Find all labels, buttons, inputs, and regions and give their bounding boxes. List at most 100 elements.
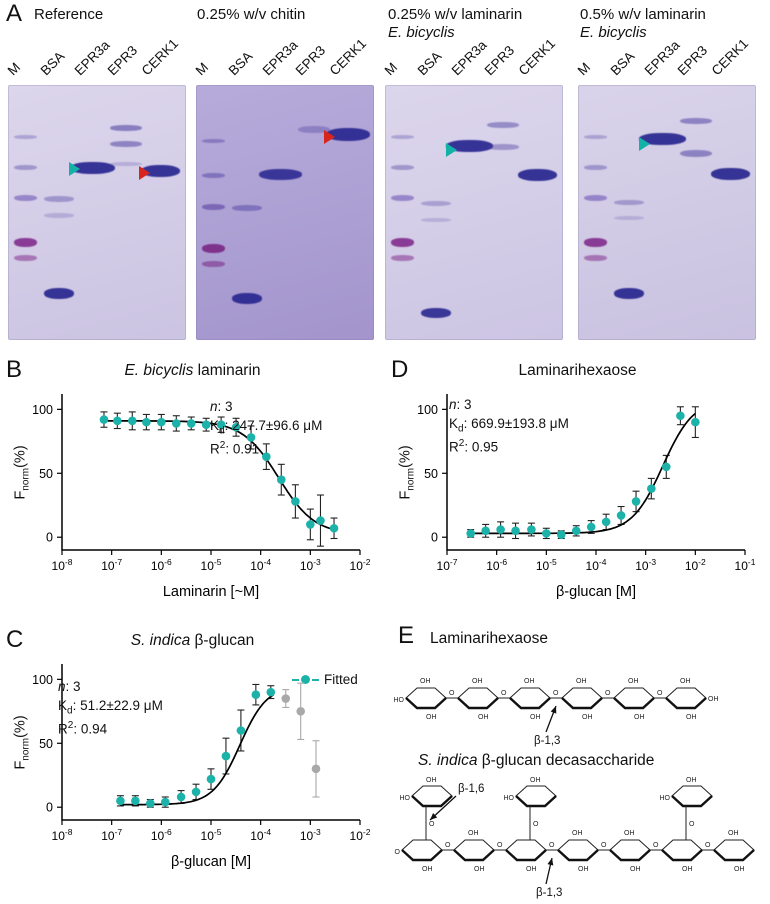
svg-text:Laminarin [~M]: Laminarin [~M] [163, 584, 259, 600]
stat-kd-sub: d [67, 705, 73, 717]
lane-label-m: M [574, 59, 594, 79]
gel-title-laminarin-025: 0.25% w/v laminarin E. bicyclis [388, 6, 522, 42]
svg-text:10-2: 10-2 [350, 827, 371, 843]
gel-band [446, 139, 493, 152]
svg-text:HO: HO [400, 795, 411, 802]
gel-band [202, 244, 226, 254]
gel-band [391, 165, 415, 171]
gel-band [231, 204, 262, 211]
gel-band [420, 217, 451, 222]
panel-d: D Laminarihexaose Fnorm(%) 10-7 10-6 10-5 1… [385, 356, 770, 624]
gel-image-2 [196, 85, 374, 340]
gel-band [584, 165, 608, 171]
legend-fitted-label: Fitted [324, 672, 358, 687]
svg-text:OH: OH [628, 678, 639, 685]
gel-band [110, 124, 143, 131]
svg-text:OH: OH [474, 866, 485, 873]
svg-text:10-8: 10-8 [52, 557, 73, 573]
svg-text:OH: OH [728, 830, 739, 837]
stat-n: n: 3 [210, 398, 322, 417]
lane-label-cerk1: CERK1 [708, 35, 752, 79]
svg-text:O: O [429, 821, 435, 828]
chart-c-plot-area: 10-8 10-7 10-6 10-5 10-4 10-3 10-2 0 50 100 β-gluc… [8, 652, 376, 875]
gel-band [202, 260, 226, 267]
gel-band [14, 165, 38, 171]
stat-kd: Kd: 51.2±22.9 μM [58, 697, 163, 719]
panel-b: B E. bicyclis laminarin Fnorm(%) 10-8 10-… [0, 356, 385, 624]
chart-d-plot-area: 10-7 10-6 10-5 10-4 10-3 10-2 10-1 0 50 100 β-gluc… [393, 382, 761, 605]
stat-r2-sup: 2 [67, 719, 74, 731]
gel-band [14, 238, 38, 247]
stat-n-label: n [449, 397, 457, 412]
gel-title-text: 0.5% w/v laminarin [580, 6, 706, 23]
gel-band [14, 194, 38, 201]
panel-c: C S. indica β-glucan Fitted Fnorm(%) 10-… [0, 626, 385, 894]
gel-band [14, 134, 38, 139]
lane-label-epr3a: EPR3a [259, 37, 301, 79]
svg-text:OH: OH [708, 696, 719, 703]
svg-text:OH: OH [420, 678, 431, 685]
svg-text:OH: OH [426, 714, 437, 721]
svg-text:HO: HO [394, 849, 401, 856]
chart-plot-B: 10-8 10-7 10-6 10-5 10-4 10-3 10-2 0 50 100 Lamina… [32, 394, 371, 600]
svg-text:10-4: 10-4 [250, 827, 271, 843]
stat-r2: R2: 0.95 [449, 437, 569, 457]
panel-b-label: B [6, 356, 23, 383]
gel-band [420, 201, 451, 207]
svg-text:50: 50 [39, 467, 53, 481]
gel-band [14, 254, 38, 261]
chart-plot-D: 10-7 10-6 10-5 10-4 10-3 10-2 10-1 0 50 100 β-gluc… [417, 394, 756, 600]
svg-text:10-2: 10-2 [350, 557, 371, 573]
svg-text:β-1,6: β-1,6 [458, 783, 484, 795]
svg-text:OH: OH [478, 714, 489, 721]
svg-text:β-glucan [M]: β-glucan [M] [556, 584, 636, 600]
svg-text:10-7: 10-7 [101, 827, 122, 843]
stat-n-value: : 3 [217, 399, 233, 414]
svg-text:O: O [553, 690, 559, 697]
deca-title-italic: S. indica [418, 752, 478, 769]
gel-band [259, 169, 302, 181]
chart-c-title: S. indica β-glucan [25, 632, 360, 650]
lane-label-epr3a: EPR3a [448, 37, 490, 79]
stat-kd-value: : 669.9±193.8 μM [463, 415, 569, 431]
gel-title-text: 0.25% w/v chitin [197, 6, 306, 23]
chart-b-plot-area: 10-8 10-7 10-6 10-5 10-4 10-3 10-2 0 50 100 Lamina… [8, 382, 376, 605]
gel-band [43, 212, 74, 218]
stat-r2-sup: 2 [458, 437, 465, 449]
gel-image-4 [578, 85, 756, 340]
svg-text:100: 100 [417, 403, 438, 417]
gel-band [231, 292, 262, 304]
lane-label-cerk1: CERK1 [138, 35, 182, 79]
svg-text:10-5: 10-5 [536, 557, 557, 573]
gel-title-text: 0.25% w/v laminarin [388, 6, 523, 23]
svg-text:OH: OH [582, 714, 593, 721]
stat-r2-label: R [58, 721, 68, 737]
stat-n-label: n [58, 679, 66, 694]
svg-text:O: O [445, 842, 451, 849]
svg-text:OH: OH [468, 830, 479, 837]
svg-text:OH: OH [526, 866, 537, 873]
chart-b-stats: n: 3 Kd: 247.7±96.6 μM R2: 0.91 [210, 398, 322, 459]
svg-text:0: 0 [431, 531, 438, 545]
stat-kd-label: K [210, 417, 220, 433]
svg-text:10-8: 10-8 [52, 827, 73, 843]
gel-band [420, 308, 451, 319]
svg-text:10-3: 10-3 [300, 557, 321, 573]
stat-n: n: 3 [449, 396, 569, 415]
legend-fitted-dot [301, 675, 310, 684]
lane-label-epr3a: EPR3a [641, 37, 683, 79]
decasaccharide-structure: OHOHOHOOHOOHOHOOHOHOOHOOHOHOHOOHHOOOHHOO… [390, 774, 766, 904]
gel-band [639, 133, 686, 146]
stat-r2-label: R [449, 439, 459, 455]
chart-b-title: E. bicyclis laminarin [25, 362, 360, 380]
decasaccharide-svg: OHOHOHOOHOOHOHOOHOHOOHOOHOHOHOOHHOOOHHOO… [390, 777, 755, 899]
legend-line-left [292, 678, 299, 681]
gel-band [680, 150, 713, 158]
chart-plot-C: 10-8 10-7 10-6 10-5 10-4 10-3 10-2 0 50 100 β-gluc… [32, 664, 371, 870]
svg-text:10-4: 10-4 [586, 557, 607, 573]
svg-text:OH: OH [624, 830, 635, 837]
stat-r2-sup: 2 [219, 439, 226, 451]
lane-label-bsa: BSA [37, 48, 68, 79]
stat-r2: R2: 0.91 [210, 439, 322, 459]
panel-a-label: A [6, 0, 23, 27]
